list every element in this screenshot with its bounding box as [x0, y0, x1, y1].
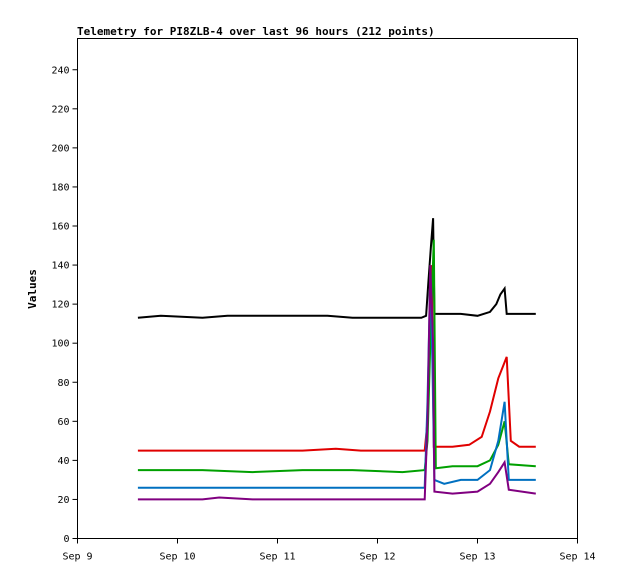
y-tick-label: 140	[51, 261, 69, 272]
x-axis: Sep 9 Sep 10 Sep 11 Sep 12 Sep 13 Sep 14	[62, 538, 596, 563]
chart-title: Telemetry for PI8ZLB-4 over last 96 hour…	[77, 25, 435, 38]
series-line-5	[137, 265, 536, 501]
y-tick-label: 200	[51, 143, 69, 154]
x-tick-label: Sep 9	[62, 552, 92, 563]
series-layer	[137, 218, 536, 501]
y-tick-label: 180	[51, 182, 69, 193]
y-tick-label: 240	[51, 65, 69, 76]
y-tick-label: 100	[51, 339, 69, 350]
series-line-2	[137, 265, 536, 452]
x-tick-label: Sep 10	[159, 552, 195, 563]
plot-frame	[77, 38, 578, 539]
y-tick-label: 40	[57, 456, 69, 467]
y-tick-label: 20	[57, 495, 69, 506]
y-tick-label: 120	[51, 300, 69, 311]
y-tick-label: 0	[63, 534, 69, 545]
y-tick-label: 220	[51, 104, 69, 115]
y-tick-label: 160	[51, 222, 69, 233]
x-tick-label: Sep 11	[259, 552, 295, 563]
x-tick-label: Sep 14	[559, 552, 595, 563]
x-tick-label: Sep 12	[359, 552, 395, 563]
y-tick-label: 60	[57, 417, 69, 428]
y-axis-label: Values	[26, 269, 39, 309]
y-axis: 0 20 40 60 80 100 120 140 160 180 200 220 240	[51, 65, 78, 545]
series-line-4	[137, 274, 536, 489]
y-tick-label: 80	[57, 378, 69, 389]
x-tick-label: Sep 13	[459, 552, 495, 563]
series-line-1	[137, 218, 536, 319]
